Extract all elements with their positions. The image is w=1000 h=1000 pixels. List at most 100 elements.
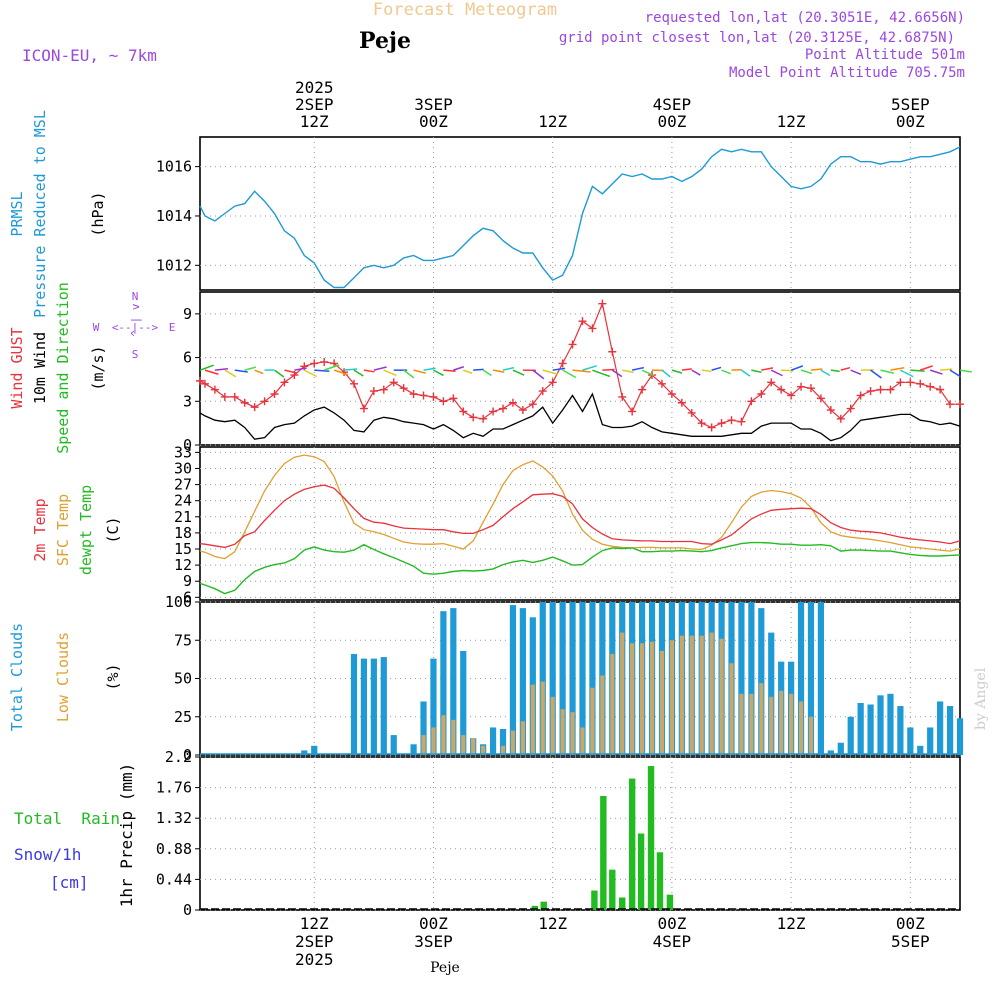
- wind-arrow: [333, 369, 349, 376]
- low-cloud-bar: [808, 716, 814, 755]
- low-cloud-bar: [659, 650, 665, 755]
- low-cloud-bar: [689, 635, 694, 755]
- wind-arrow: [383, 369, 397, 377]
- wind-arrow: [254, 369, 264, 375]
- pressure-line: [199, 146, 961, 289]
- compass-e: E: [169, 321, 176, 334]
- total-cloud-bar: [519, 608, 526, 755]
- rain-bar: [531, 905, 538, 910]
- gust-point: [826, 406, 835, 415]
- time-label-top: 12Z: [777, 112, 806, 131]
- wind-arrow: [671, 369, 683, 374]
- compass-we: <--|-->: [112, 321, 159, 334]
- low-cloud-bar: [679, 635, 684, 755]
- time-label-top: 12Z: [538, 112, 567, 131]
- total-cloud-bar: [430, 658, 437, 755]
- wind-label-2: 10m Wind: [31, 332, 49, 404]
- wind-arrow: [622, 369, 634, 374]
- gust-point: [379, 385, 388, 394]
- wind-arrow: [632, 366, 644, 371]
- gust-point: [310, 359, 319, 368]
- temp-tick-label: 9: [183, 572, 192, 590]
- low-cloud-bar: [471, 738, 476, 755]
- wind-arrow: [353, 369, 364, 377]
- time-label-bottom: 5SEP: [891, 932, 930, 951]
- temp-label-1: 2m Temp: [31, 498, 49, 561]
- wind-arrow: [959, 369, 972, 373]
- time-label-bottom: 3SEP: [414, 932, 453, 951]
- wind-tick-label: 3: [183, 392, 192, 410]
- total-cloud-bar: [440, 611, 447, 755]
- low-cloud-bar: [798, 701, 804, 755]
- gust-point: [518, 406, 527, 415]
- time-label-bottom: 4SEP: [653, 932, 692, 951]
- low-cloud-bar: [540, 681, 545, 755]
- low-cloud-bar: [630, 643, 635, 755]
- watermark: by Angel: [973, 667, 989, 730]
- gust-point: [538, 387, 547, 396]
- low-cloud-bar: [789, 693, 794, 755]
- requested-coords: requested lon,lat (20.3051E, 42.6656N): [645, 10, 965, 26]
- time-label-bottom: 00Z: [419, 914, 448, 933]
- wind-arrow: [790, 365, 804, 371]
- wind-arrow: [502, 366, 515, 371]
- wind-arrow: [323, 364, 340, 371]
- sfc-temp-line: [199, 454, 961, 560]
- low-cloud-bar: [520, 721, 525, 755]
- total-cloud-bar: [311, 745, 318, 755]
- low-cloud-bar: [669, 640, 674, 755]
- gust-point: [359, 404, 368, 413]
- wind-speed-line: [199, 392, 961, 442]
- gust-point: [836, 414, 845, 423]
- gust-point: [628, 407, 637, 416]
- time-label-top: 5SEP: [891, 95, 930, 114]
- gust-point: [886, 385, 895, 394]
- wind-arrow: [701, 369, 712, 373]
- gust-point: [409, 390, 418, 398]
- time-label-top: 00Z: [896, 112, 925, 131]
- gust-point: [916, 379, 925, 388]
- gust-point: [777, 385, 786, 394]
- gust-point: [459, 407, 468, 416]
- wind-arrow: [711, 366, 722, 371]
- wind-arrow: [373, 366, 387, 371]
- gust-point: [936, 385, 945, 394]
- clouds-tick-label: 75: [174, 631, 192, 649]
- precip-label-axis: 1hr Precip (mm): [117, 763, 136, 908]
- temp-label-2: SFC Temp: [54, 494, 72, 566]
- wind-arrow: [343, 368, 358, 371]
- total-cloud-bar: [797, 602, 805, 755]
- gust-point: [816, 394, 825, 403]
- gust-point: [250, 403, 259, 412]
- gust-point: [429, 392, 438, 401]
- gust-point: [588, 324, 597, 333]
- temp-label-4: (C): [104, 516, 122, 543]
- wind-arrow: [582, 365, 597, 371]
- time-label-top: 12Z: [300, 112, 329, 131]
- gust-point: [638, 385, 647, 394]
- low-cloud-bar: [550, 696, 555, 755]
- total-cloud-bar: [370, 658, 377, 755]
- gust-point: [548, 378, 557, 387]
- precip-tick-label: 1.76: [156, 779, 192, 797]
- pressure-panel-frame: [199, 136, 961, 291]
- total-cloud-bar: [499, 728, 507, 755]
- gust-point: [687, 408, 696, 417]
- precip-label-unit: [cm]: [50, 873, 89, 892]
- gust-point: [220, 392, 229, 401]
- pressure-tick-label: 1014: [156, 207, 192, 225]
- time-label-bottom: 00Z: [657, 914, 686, 933]
- wind-arrow: [473, 368, 484, 371]
- time-label-bottom: 12Z: [538, 914, 567, 933]
- footer-location: Peje: [430, 960, 460, 976]
- wind-arrow: [920, 365, 933, 371]
- wind-arrow: [284, 369, 297, 374]
- gust-point: [489, 407, 498, 416]
- total-cloud-bar: [460, 650, 467, 755]
- wind-arrow: [850, 369, 862, 375]
- gust-point: [618, 392, 627, 401]
- low-cloud-bar: [461, 735, 466, 755]
- wind-arrow: [552, 367, 566, 371]
- total-cloud-bar: [589, 602, 596, 755]
